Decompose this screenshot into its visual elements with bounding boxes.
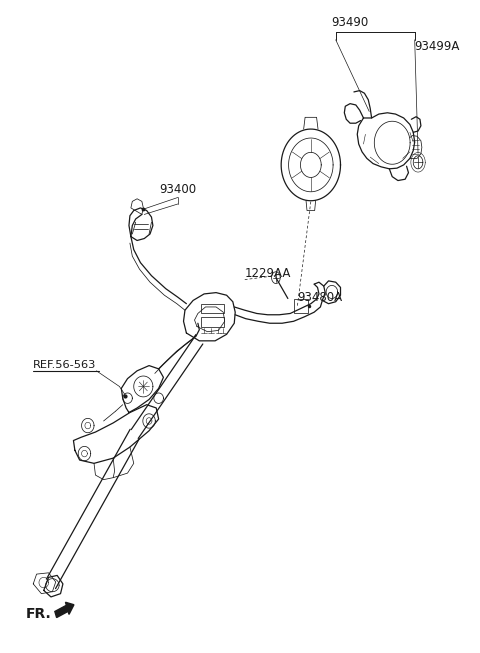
Text: 93499A: 93499A	[415, 40, 460, 53]
Bar	[201, 304, 224, 313]
Text: 1229AA: 1229AA	[245, 266, 291, 279]
Bar	[294, 299, 308, 313]
Text: FR.: FR.	[25, 607, 51, 621]
FancyArrow shape	[55, 602, 74, 618]
Text: 93480A: 93480A	[298, 291, 343, 304]
Text: 93400: 93400	[159, 183, 196, 196]
Text: REF.56-563: REF.56-563	[33, 360, 96, 370]
Text: 93490: 93490	[332, 16, 369, 29]
Bar	[201, 317, 224, 326]
